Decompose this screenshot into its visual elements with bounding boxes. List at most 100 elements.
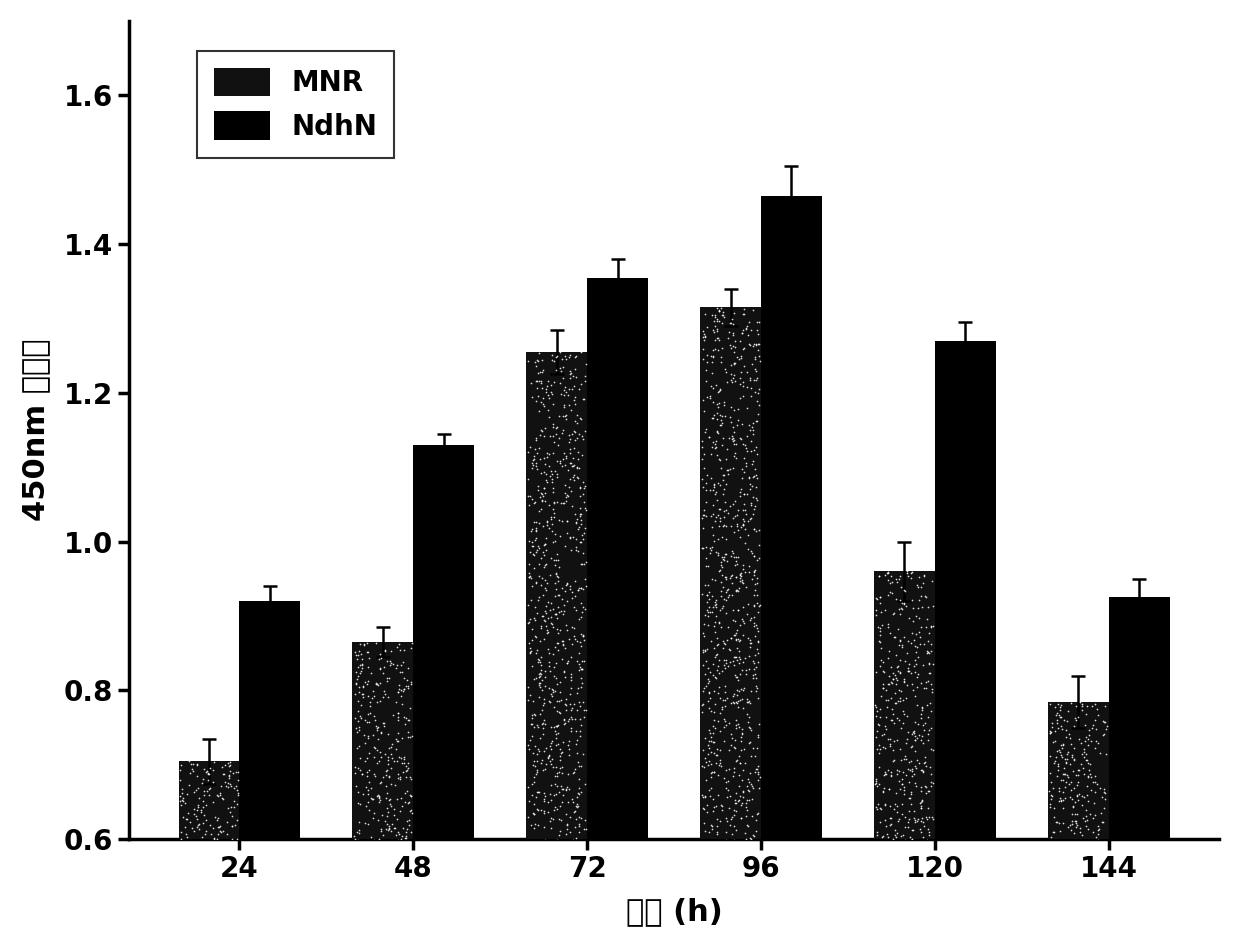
Point bbox=[694, 403, 714, 419]
Point bbox=[527, 373, 547, 388]
Point bbox=[898, 724, 918, 740]
Point bbox=[703, 668, 723, 683]
Point bbox=[198, 781, 218, 796]
Point bbox=[525, 775, 544, 790]
Point bbox=[696, 494, 715, 509]
Point bbox=[889, 852, 909, 867]
Point bbox=[536, 832, 556, 848]
Point bbox=[728, 602, 748, 617]
Point bbox=[745, 582, 765, 598]
Point bbox=[703, 599, 723, 615]
Point bbox=[371, 824, 391, 839]
Point bbox=[694, 446, 714, 461]
Point bbox=[878, 616, 898, 632]
Point bbox=[738, 886, 758, 902]
Point bbox=[552, 386, 572, 402]
Point bbox=[352, 687, 372, 702]
Point bbox=[910, 895, 930, 910]
Point bbox=[1045, 733, 1065, 748]
Point bbox=[195, 836, 215, 851]
Point bbox=[553, 788, 573, 803]
Point bbox=[551, 375, 570, 390]
Point bbox=[1086, 721, 1106, 736]
Point bbox=[391, 751, 410, 766]
Point bbox=[703, 323, 723, 338]
Point bbox=[358, 782, 378, 797]
Point bbox=[919, 709, 939, 724]
Point bbox=[707, 447, 727, 462]
Point bbox=[541, 739, 560, 754]
Point bbox=[381, 865, 401, 880]
Point bbox=[709, 452, 729, 467]
Point bbox=[702, 765, 722, 780]
Point bbox=[890, 919, 910, 934]
Point bbox=[207, 874, 227, 889]
Point bbox=[532, 853, 552, 868]
Point bbox=[532, 364, 552, 379]
Point bbox=[869, 568, 889, 583]
Point bbox=[529, 503, 549, 518]
Point bbox=[182, 761, 202, 777]
Point bbox=[562, 382, 582, 397]
Point bbox=[885, 822, 905, 837]
Point bbox=[1079, 848, 1099, 863]
Point bbox=[371, 821, 391, 836]
Point bbox=[709, 332, 729, 348]
Point bbox=[544, 354, 564, 369]
Point bbox=[899, 904, 919, 920]
Point bbox=[727, 682, 746, 697]
Point bbox=[723, 567, 743, 582]
Point bbox=[565, 515, 585, 530]
Point bbox=[1050, 773, 1070, 788]
Point bbox=[1069, 786, 1089, 801]
Point bbox=[548, 587, 568, 602]
Point bbox=[177, 924, 197, 939]
Point bbox=[547, 348, 567, 364]
Point bbox=[386, 661, 405, 676]
Point bbox=[525, 759, 544, 774]
Point bbox=[201, 817, 221, 832]
Point bbox=[554, 399, 574, 414]
Point bbox=[711, 555, 730, 570]
Point bbox=[1079, 858, 1099, 873]
Point bbox=[552, 364, 572, 379]
Point bbox=[906, 945, 926, 947]
Point bbox=[866, 777, 885, 792]
Point bbox=[542, 516, 562, 531]
Point bbox=[374, 861, 394, 876]
Point bbox=[1048, 919, 1068, 934]
Point bbox=[1059, 776, 1079, 791]
Point bbox=[749, 382, 769, 397]
Point bbox=[397, 710, 417, 725]
Point bbox=[713, 305, 733, 320]
Point bbox=[558, 737, 578, 752]
Point bbox=[1071, 757, 1091, 772]
Point bbox=[560, 697, 580, 712]
Point bbox=[177, 812, 197, 827]
Point bbox=[714, 684, 734, 699]
Point bbox=[890, 834, 910, 849]
Point bbox=[742, 420, 761, 435]
Point bbox=[730, 908, 750, 923]
Point bbox=[528, 846, 548, 861]
Point bbox=[698, 737, 718, 752]
Point bbox=[386, 900, 405, 915]
Point bbox=[216, 900, 236, 915]
Point bbox=[356, 779, 376, 795]
Point bbox=[744, 567, 764, 582]
Point bbox=[543, 429, 563, 444]
Point bbox=[176, 884, 196, 900]
Point bbox=[570, 718, 590, 733]
Point bbox=[1054, 922, 1074, 938]
Point bbox=[1071, 699, 1091, 714]
Point bbox=[744, 598, 764, 613]
Point bbox=[880, 817, 900, 832]
Point bbox=[693, 326, 713, 341]
Point bbox=[734, 341, 754, 356]
Point bbox=[706, 310, 725, 325]
Point bbox=[1094, 713, 1114, 728]
Point bbox=[714, 468, 734, 483]
Point bbox=[723, 854, 743, 869]
Point bbox=[883, 712, 903, 727]
Point bbox=[743, 453, 763, 468]
